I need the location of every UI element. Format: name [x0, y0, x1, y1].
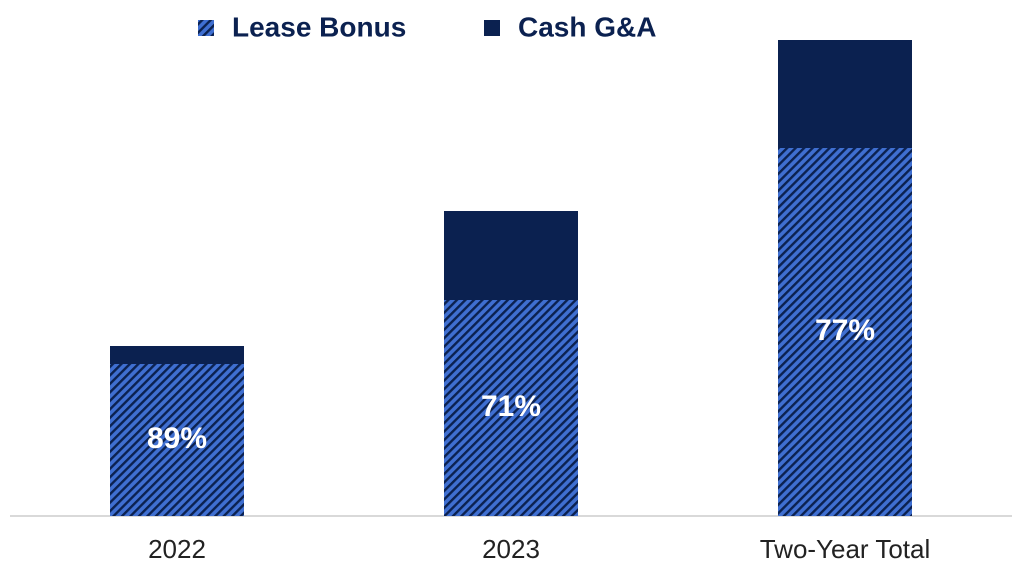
data-label: 71%: [481, 390, 541, 423]
data-label: 89%: [147, 422, 207, 455]
bar-segment: [444, 300, 578, 516]
bar-segment: [110, 346, 244, 364]
data-label: 77%: [815, 314, 875, 347]
x-tick-label: 2023: [482, 534, 540, 562]
legend-swatch: [484, 20, 500, 36]
bar-segment: [778, 148, 912, 516]
bar-segment: [778, 40, 912, 148]
x-tick-label: Two-Year Total: [760, 534, 931, 562]
legend-label: Cash G&A: [518, 11, 656, 42]
bar-segment: [110, 364, 244, 516]
legend-swatch: [198, 20, 214, 36]
x-tick-label: 2022: [148, 534, 206, 562]
bar-segment: [444, 211, 578, 300]
legend-label: Lease Bonus: [232, 11, 406, 42]
